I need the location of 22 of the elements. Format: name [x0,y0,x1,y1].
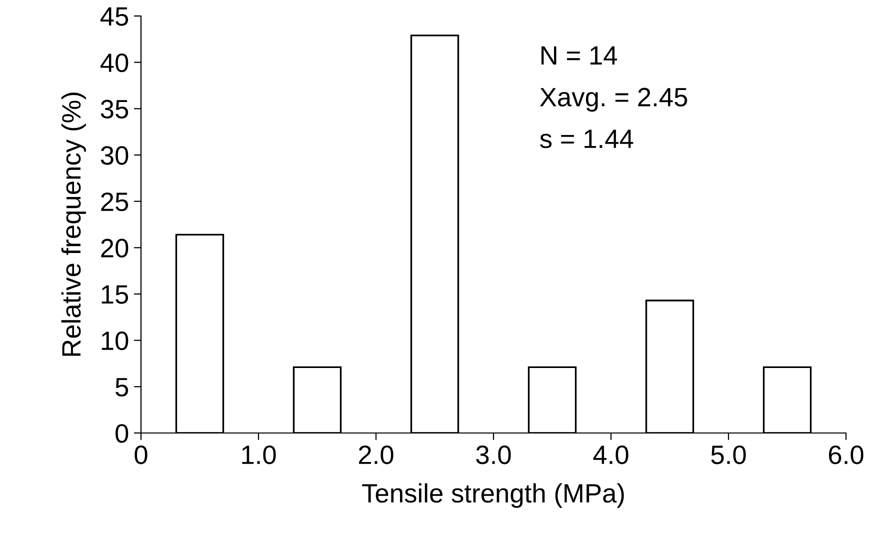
y-tick-label: 15 [102,285,128,304]
y-tick-label: 10 [102,331,128,350]
annotation: s = 1.44 [540,130,634,148]
annotation: N = 14 [541,46,618,65]
x-tick-label: 0 [134,446,148,464]
y-tick-label: 40 [100,53,128,72]
x-tick-label: 1.0 [242,446,276,464]
y-tick-label: 5 [116,378,128,396]
x-tick-label: 4.0 [593,446,628,464]
y-tick-label: 0 [116,424,128,443]
annotation: Xavg. = 2.45 [540,88,688,112]
y-tick-label: 45 [100,7,128,26]
x-tick-label: 3.0 [476,446,511,464]
y-tick-label: 35 [100,100,128,118]
y-tick-label: 25 [101,192,128,212]
y-axis-title: Relative frequency (%) [61,92,86,356]
y-tick-label: 30 [100,146,128,165]
x-tick-label: 2.0 [358,446,394,464]
y-tick-label: 20 [101,238,128,258]
x-tick-label: 6.0 [829,446,864,464]
x-tick-label: 5.0 [711,446,746,464]
x-axis-title: Tensile strength (MPa) [362,483,624,508]
